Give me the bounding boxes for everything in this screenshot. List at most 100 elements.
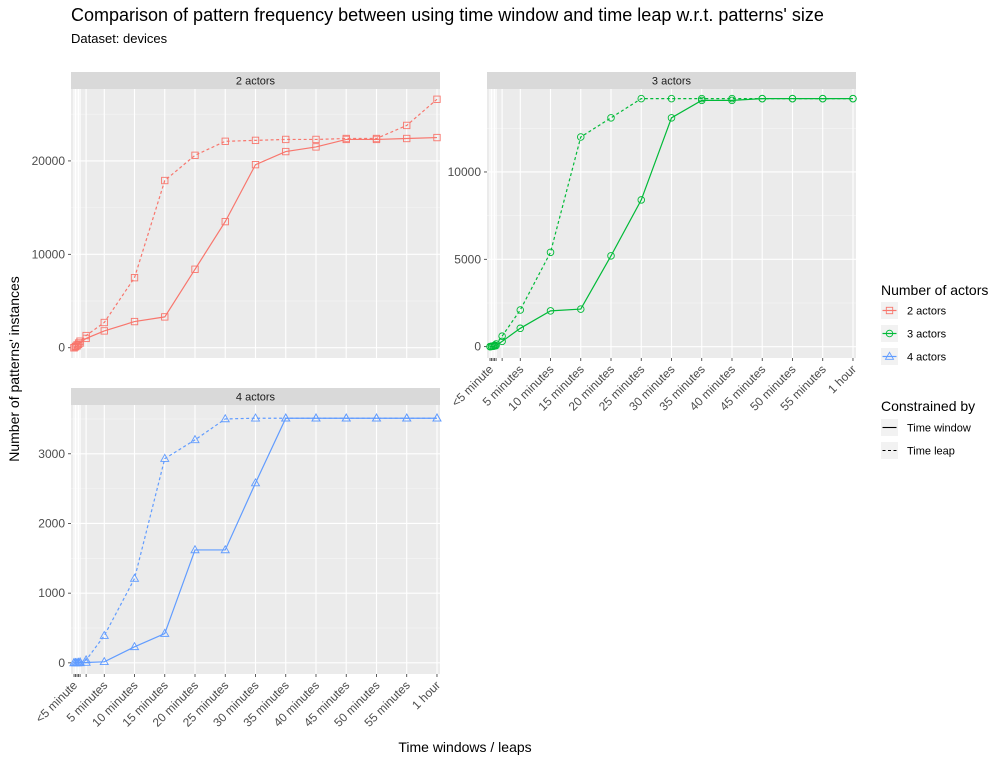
data-point bbox=[371, 413, 382, 422]
data-point bbox=[191, 151, 199, 159]
data-point bbox=[75, 657, 85, 666]
data-point bbox=[282, 147, 290, 156]
data-point bbox=[81, 657, 91, 666]
legend-key-2: 3 actors bbox=[881, 325, 947, 342]
x-axis-title: Time windows / leaps bbox=[398, 739, 531, 755]
chart-title: Comparison of pattern frequency between … bbox=[71, 5, 824, 25]
data-point bbox=[546, 307, 555, 315]
data-point bbox=[159, 628, 170, 637]
y-tick-label: 2000 bbox=[38, 516, 65, 530]
legend-key-3: 4 actors bbox=[881, 348, 947, 365]
triangle-icon bbox=[884, 351, 895, 360]
y-axis-title: Number of patterns' instances bbox=[6, 276, 22, 462]
data-point bbox=[190, 434, 200, 444]
data-point bbox=[788, 94, 797, 103]
data-point bbox=[220, 544, 231, 554]
data-point bbox=[130, 274, 139, 282]
data-point bbox=[577, 305, 585, 313]
data-point bbox=[311, 413, 321, 422]
y-tick-label: 20000 bbox=[32, 154, 66, 168]
legend-label: Time leap bbox=[907, 446, 955, 458]
data-point bbox=[492, 340, 500, 348]
legend-label: 3 actors bbox=[907, 329, 947, 341]
series-line-dashed bbox=[489, 98, 853, 348]
series-line-dashed bbox=[74, 417, 437, 664]
legend-label: Time window bbox=[907, 423, 971, 435]
data-point bbox=[607, 252, 615, 260]
data-point bbox=[637, 94, 646, 103]
data-point bbox=[161, 313, 169, 321]
data-point bbox=[100, 327, 108, 335]
legend-linetype-key-1: Time window bbox=[881, 419, 971, 436]
data-point bbox=[667, 94, 676, 103]
y-tick-label: 10000 bbox=[448, 165, 482, 179]
data-point bbox=[433, 95, 441, 103]
data-point bbox=[637, 196, 646, 204]
data-point bbox=[758, 94, 766, 103]
legend: Number of actors 2 actors 3 actors 4 actors… bbox=[881, 282, 988, 459]
data-point bbox=[282, 135, 290, 144]
y-tick-label: 0 bbox=[58, 656, 65, 670]
panel-strip bbox=[71, 388, 440, 405]
legend-color-title: Number of actors bbox=[881, 282, 988, 298]
data-point bbox=[250, 477, 261, 487]
y-tick-label: 10000 bbox=[32, 247, 66, 261]
data-point bbox=[516, 306, 525, 314]
data-point bbox=[403, 134, 411, 143]
legend-key-1: 2 actors bbox=[881, 302, 947, 319]
data-point bbox=[99, 630, 110, 639]
data-point bbox=[432, 413, 442, 422]
data-point bbox=[403, 121, 411, 130]
panel-strip-label: 2 actors bbox=[236, 76, 276, 88]
x-tick-label: 1 hour bbox=[409, 678, 443, 712]
legend-label: 4 actors bbox=[907, 352, 947, 364]
data-point bbox=[100, 318, 108, 327]
y-tick-label: 3000 bbox=[38, 447, 65, 461]
data-point bbox=[498, 332, 506, 340]
y-tick-label: 1000 bbox=[38, 586, 65, 600]
legend-linetype-key-2: Time leap bbox=[881, 442, 955, 459]
data-point bbox=[849, 94, 857, 103]
data-point bbox=[401, 413, 412, 422]
x-tick-label: 1 hour bbox=[825, 362, 859, 396]
data-point bbox=[516, 324, 525, 333]
data-point bbox=[251, 161, 260, 169]
data-point bbox=[82, 331, 90, 340]
panel-strip bbox=[487, 72, 856, 89]
data-point bbox=[251, 136, 260, 145]
data-point bbox=[161, 176, 169, 185]
chart-subtitle: Dataset: devices bbox=[71, 31, 168, 46]
data-point bbox=[372, 134, 381, 143]
data-point bbox=[433, 133, 441, 142]
data-point bbox=[250, 413, 261, 422]
data-point bbox=[818, 94, 827, 103]
data-point bbox=[607, 114, 615, 122]
data-point bbox=[190, 544, 200, 554]
data-point bbox=[191, 265, 199, 273]
panel-strip-label: 3 actors bbox=[652, 76, 692, 88]
legend-label: 2 actors bbox=[907, 306, 947, 318]
data-point bbox=[81, 654, 91, 664]
data-point bbox=[280, 413, 291, 422]
data-point bbox=[667, 114, 676, 122]
data-point bbox=[490, 341, 499, 349]
data-point bbox=[74, 339, 83, 347]
data-point bbox=[220, 413, 231, 423]
circle-icon bbox=[885, 329, 894, 338]
data-point bbox=[498, 337, 506, 346]
panel-strip bbox=[71, 72, 440, 89]
square-icon bbox=[885, 306, 894, 315]
data-point bbox=[76, 337, 84, 345]
data-point bbox=[577, 133, 585, 141]
data-point bbox=[221, 217, 229, 226]
data-point bbox=[312, 135, 320, 144]
data-point bbox=[697, 94, 706, 103]
data-point bbox=[342, 134, 350, 143]
data-point bbox=[728, 94, 736, 103]
y-tick-label: 0 bbox=[474, 340, 481, 354]
data-point bbox=[129, 573, 140, 582]
